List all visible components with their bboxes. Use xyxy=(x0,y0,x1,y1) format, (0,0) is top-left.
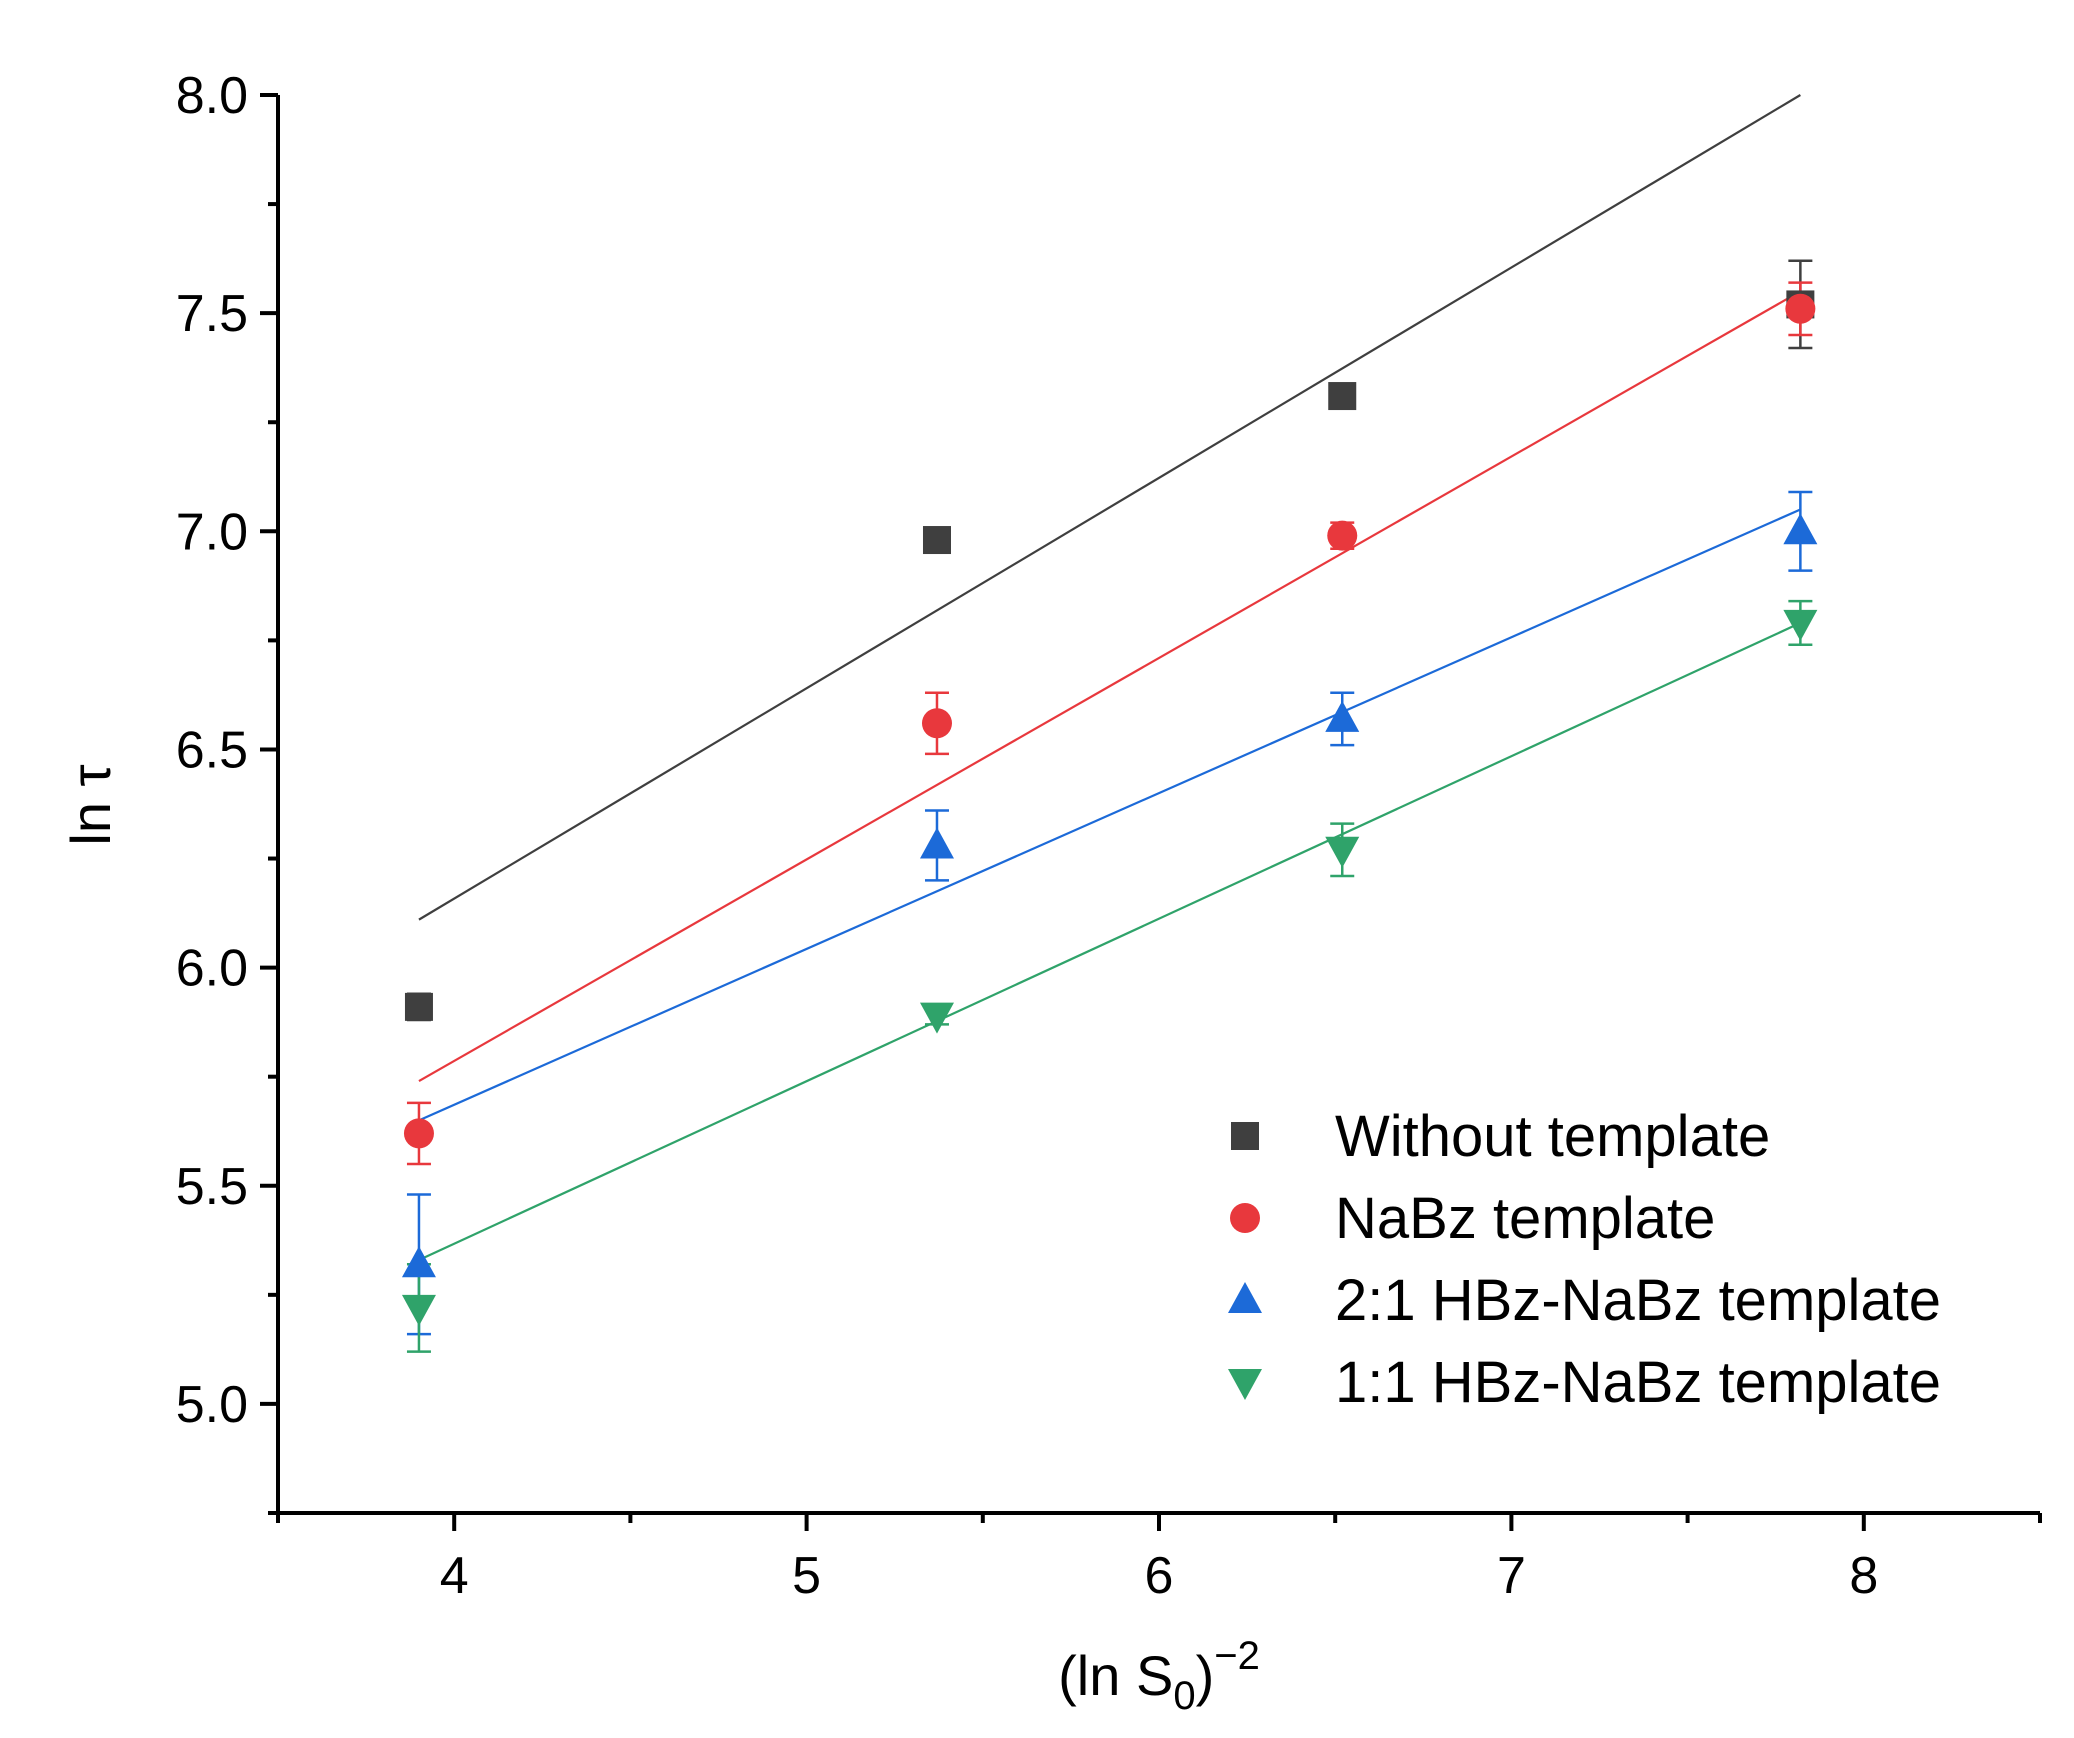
data-point-series-1 xyxy=(1327,520,1358,551)
legend-label-3: 1:1 HBz-NaBz template xyxy=(1335,1350,1941,1415)
legend-label-2: 2:1 HBz-NaBz template xyxy=(1335,1268,1941,1333)
data-point-series-0 xyxy=(1328,382,1357,411)
y-axis-title: ln τ xyxy=(59,764,122,845)
y-tick-label: 6.5 xyxy=(176,721,248,779)
data-point-series-3 xyxy=(401,1294,436,1326)
axis-frame xyxy=(276,95,2040,1515)
data-point-series-2 xyxy=(919,827,954,859)
data-point-series-3 xyxy=(1325,836,1360,868)
x-tick-label: 7 xyxy=(1497,1547,1526,1605)
y-tick-label: 8.0 xyxy=(176,67,248,125)
y-tick-label: 7.5 xyxy=(176,285,248,343)
x-tick-label: 6 xyxy=(1145,1547,1174,1605)
x-tick-labels: 4 5 6 7 8 xyxy=(440,1547,1879,1605)
data-point-series-1 xyxy=(921,708,952,739)
fit-lines xyxy=(418,94,1801,1261)
legend-label-0: Without template xyxy=(1335,1104,1770,1169)
x-axis-title: (ln S0)−2 xyxy=(1058,1634,1260,1718)
y-tick-labels: 5.0 5.5 6.0 6.5 7.0 7.5 8.0 xyxy=(176,67,248,1434)
data-point-series-2 xyxy=(1325,700,1360,732)
x-axis-title-close: ) xyxy=(1196,1644,1215,1707)
legend-marker-2 xyxy=(1228,1282,1262,1313)
y-tick-label: 7.0 xyxy=(176,503,248,561)
data-point-series-3 xyxy=(1783,609,1818,641)
legend-marker-3 xyxy=(1228,1369,1262,1400)
data-point-series-0 xyxy=(922,526,951,555)
data-point-series-1 xyxy=(403,1118,434,1149)
data-point-series-2 xyxy=(401,1246,436,1278)
x-tick-label: 4 xyxy=(440,1547,469,1605)
data-point-series-2 xyxy=(1783,513,1818,545)
x-axis-title-sub: 0 xyxy=(1173,1674,1195,1718)
x-axis-title-main: (ln S xyxy=(1058,1644,1173,1707)
data-point-series-1 xyxy=(1785,293,1816,324)
x-axis-title-sup: −2 xyxy=(1214,1634,1260,1678)
y-tick-label: 6.0 xyxy=(176,940,248,998)
data-point-series-0 xyxy=(404,992,433,1021)
y-tick-label: 5.5 xyxy=(176,1158,248,1216)
x-tick-label: 5 xyxy=(792,1547,821,1605)
x-tick-label: 8 xyxy=(1849,1547,1878,1605)
y-tick-label: 5.0 xyxy=(176,1376,248,1434)
legend: Without template NaBz template 2:1 HBz-NaB… xyxy=(1228,1104,1941,1415)
data-point-series-3 xyxy=(919,1002,954,1034)
fit-line-series-2 xyxy=(418,508,1801,1122)
data-points xyxy=(401,290,1818,1326)
fit-line-series-3 xyxy=(418,621,1801,1261)
legend-marker-1 xyxy=(1230,1203,1260,1233)
legend-marker-0 xyxy=(1231,1122,1259,1150)
legend-label-1: NaBz template xyxy=(1335,1186,1715,1251)
fit-line-series-0 xyxy=(418,94,1801,921)
fit-line-series-1 xyxy=(418,290,1801,1083)
